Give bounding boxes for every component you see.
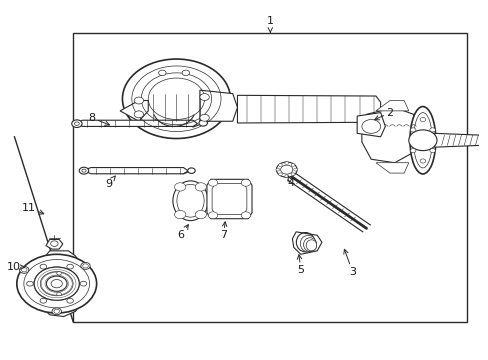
Text: 1: 1	[266, 16, 273, 32]
Text: 7: 7	[220, 222, 226, 240]
Circle shape	[208, 179, 217, 186]
Circle shape	[361, 120, 380, 133]
Ellipse shape	[187, 168, 195, 174]
Text: 4: 4	[287, 176, 294, 188]
Polygon shape	[120, 100, 148, 121]
Circle shape	[419, 117, 425, 122]
Ellipse shape	[81, 262, 90, 269]
Ellipse shape	[177, 184, 203, 217]
Ellipse shape	[409, 107, 435, 174]
Circle shape	[429, 149, 435, 153]
Circle shape	[17, 254, 97, 313]
Circle shape	[365, 122, 376, 131]
Text: 5: 5	[297, 255, 304, 275]
Circle shape	[285, 175, 288, 177]
Ellipse shape	[173, 181, 208, 221]
Circle shape	[51, 241, 58, 246]
Circle shape	[293, 168, 297, 171]
Polygon shape	[237, 95, 380, 123]
Circle shape	[200, 114, 209, 121]
Polygon shape	[79, 120, 197, 126]
Circle shape	[200, 94, 209, 100]
Ellipse shape	[305, 240, 316, 251]
Text: 11: 11	[21, 203, 43, 214]
Ellipse shape	[413, 113, 431, 168]
Circle shape	[174, 183, 185, 191]
Polygon shape	[375, 100, 408, 111]
Ellipse shape	[74, 122, 79, 125]
Circle shape	[208, 212, 217, 219]
Circle shape	[195, 183, 206, 191]
Circle shape	[409, 128, 415, 132]
Circle shape	[51, 279, 62, 288]
Ellipse shape	[81, 169, 86, 172]
Circle shape	[40, 271, 73, 296]
Circle shape	[241, 179, 250, 186]
Circle shape	[21, 268, 27, 272]
Circle shape	[122, 59, 230, 139]
Circle shape	[241, 212, 250, 219]
Text: 6: 6	[177, 225, 188, 240]
Circle shape	[276, 162, 297, 177]
Circle shape	[174, 210, 185, 219]
Ellipse shape	[296, 233, 314, 252]
Circle shape	[290, 173, 294, 176]
Polygon shape	[434, 133, 483, 147]
Ellipse shape	[300, 235, 315, 252]
Polygon shape	[86, 167, 188, 174]
Ellipse shape	[199, 120, 207, 126]
Polygon shape	[46, 239, 62, 249]
Circle shape	[195, 210, 206, 219]
Ellipse shape	[20, 266, 29, 273]
Circle shape	[46, 276, 67, 291]
Text: 3: 3	[343, 249, 355, 276]
Circle shape	[54, 309, 60, 314]
Circle shape	[67, 264, 73, 269]
Circle shape	[285, 162, 288, 165]
Polygon shape	[375, 163, 408, 173]
Polygon shape	[356, 113, 385, 137]
Text: 2: 2	[374, 108, 393, 120]
Circle shape	[134, 97, 143, 104]
Polygon shape	[206, 179, 251, 219]
Polygon shape	[361, 107, 417, 163]
Circle shape	[40, 264, 46, 269]
Circle shape	[278, 173, 282, 176]
Circle shape	[57, 292, 61, 296]
Circle shape	[57, 271, 61, 275]
Text: 10: 10	[6, 262, 24, 272]
Ellipse shape	[72, 120, 82, 127]
Circle shape	[280, 165, 292, 174]
Circle shape	[408, 130, 436, 150]
Circle shape	[24, 260, 89, 308]
Circle shape	[182, 70, 189, 76]
Bar	[73, 33, 467, 322]
Circle shape	[40, 298, 46, 303]
Circle shape	[27, 281, 33, 286]
Circle shape	[275, 168, 279, 171]
Ellipse shape	[303, 238, 316, 252]
Circle shape	[429, 128, 435, 132]
Polygon shape	[212, 184, 246, 215]
Circle shape	[67, 298, 73, 303]
Circle shape	[419, 159, 425, 163]
Circle shape	[80, 281, 86, 286]
Polygon shape	[200, 90, 237, 121]
Ellipse shape	[52, 308, 61, 315]
Circle shape	[134, 111, 143, 118]
Circle shape	[278, 163, 282, 166]
Ellipse shape	[79, 167, 88, 174]
Polygon shape	[42, 251, 80, 316]
Text: 8: 8	[88, 113, 109, 125]
Circle shape	[34, 267, 79, 300]
Text: 9: 9	[104, 176, 115, 189]
Circle shape	[290, 163, 294, 166]
Circle shape	[158, 70, 166, 76]
Circle shape	[409, 149, 415, 153]
Circle shape	[82, 264, 88, 268]
